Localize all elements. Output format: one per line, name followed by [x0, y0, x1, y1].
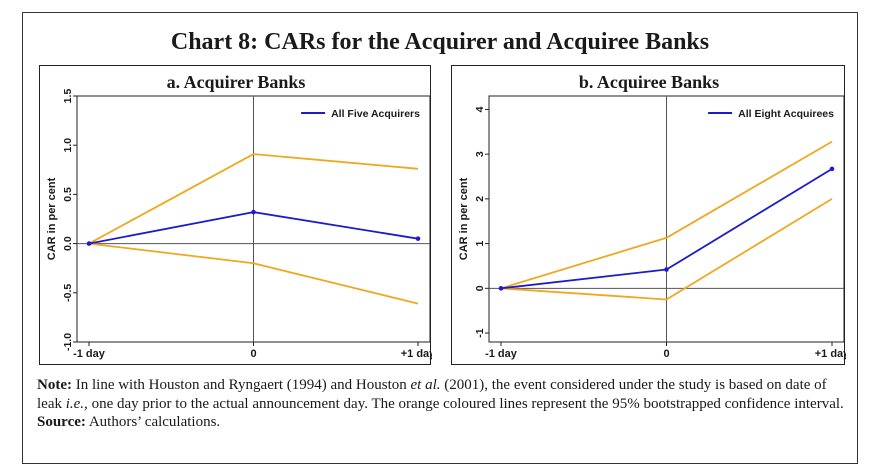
y-tick-label: -1	[474, 328, 486, 337]
source-paragraph: Source: Authors’ calculations.	[37, 413, 847, 432]
panel-acquiree: b. Acquiree Banks -1 0 1 2 3 4 CAR in per cent -…	[451, 65, 846, 365]
chart-acquirer: a. Acquirer Banks -1.0 -0.5 0.0 0.5 1.0 1.5 CAR…	[46, 72, 432, 360]
x-tick-label: 0	[663, 348, 669, 360]
note-text-2: (2001), the event considered under the s…	[37, 377, 827, 412]
chart-acquiree: b. Acquiree Banks -1 0 1 2 3 4 CAR in per cent -…	[458, 72, 846, 360]
lower-ci-line	[88, 242, 419, 305]
x-tick-label: +1 day	[815, 348, 846, 360]
lower-ci-line	[500, 198, 833, 301]
upper-ci-line	[500, 140, 833, 290]
y-tick-label: 0.5	[62, 187, 74, 202]
y-tick-label: -0.5	[62, 284, 74, 302]
y-axis-label: CAR in per cent	[46, 177, 58, 260]
x-tick-label: -1 day	[485, 348, 518, 360]
x-tick-label: -1 day	[73, 348, 106, 360]
chart-title: b. Acquiree Banks	[579, 72, 719, 92]
y-tick-label: 4	[474, 106, 486, 112]
note-label: Note:	[37, 377, 72, 393]
x-tick-label: 0	[250, 348, 256, 360]
note-text-1: In line with Houston and Ryngaert (1994)…	[75, 377, 411, 393]
y-tick-label: 2	[474, 196, 486, 202]
y-tick-label: 0	[474, 285, 486, 291]
y-tick-label: 1	[474, 241, 486, 247]
estimate-point	[251, 209, 256, 215]
y-tick-label: 3	[474, 151, 486, 157]
source-label: Source:	[37, 414, 86, 430]
estimate-point	[86, 241, 92, 246]
y-tick-label: 1.0	[62, 138, 74, 153]
note-etal: et al.	[410, 377, 441, 393]
chart-title: a. Acquirer Banks	[167, 72, 306, 92]
figure-title: Chart 8: CARs for the Acquirer and Acqui…	[170, 29, 710, 55]
estimate-point	[415, 236, 421, 241]
note-paragraph: Note: In line with Houston and Ryngaert …	[37, 376, 847, 413]
y-tick-label: -1.0	[62, 333, 74, 351]
estimate-point	[829, 166, 835, 172]
y-axis-label: CAR in per cent	[458, 177, 470, 260]
figure-notes: Note: In line with Houston and Ryngaert …	[37, 376, 847, 432]
y-tick-label: 0.0	[62, 236, 74, 251]
estimate-point	[664, 267, 669, 272]
y-tick-label: 1.5	[62, 89, 74, 104]
note-text-3: one day prior to the actual announcement…	[87, 395, 844, 412]
legend-label: All Five Acquirers	[331, 108, 420, 120]
upper-ci-line	[88, 153, 419, 245]
estimate-point	[498, 286, 504, 291]
x-tick-label: +1 day	[401, 348, 432, 360]
note-ie: i.e.,	[65, 395, 88, 412]
figure-frame: Chart 8: CARs for the Acquirer and Acqui…	[22, 12, 858, 464]
legend-label: All Eight Acquirees	[738, 108, 834, 120]
panel-acquirer: a. Acquirer Banks -1.0 -0.5 0.0 0.5 1.0 1.5 CAR…	[39, 65, 432, 365]
source-text: Authors’ calculations.	[88, 414, 221, 430]
